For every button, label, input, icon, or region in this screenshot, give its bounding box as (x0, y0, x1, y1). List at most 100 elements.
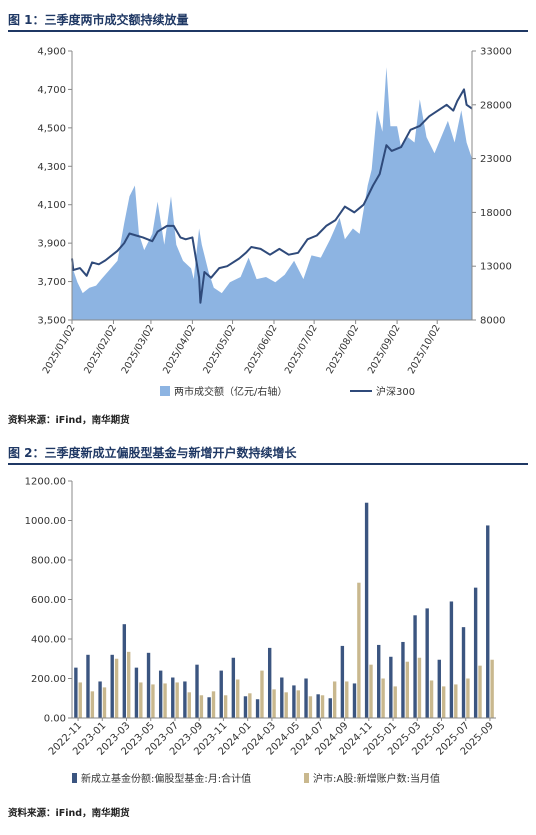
bar-new-fund-2024-11 (364, 502, 369, 718)
x-tick-label: 2025/08/02 (324, 323, 361, 376)
bar-new-fund-2023-11 (219, 670, 223, 718)
bar-new-account-2024-08 (332, 681, 337, 718)
bar-new-fund-2025-08 (473, 587, 478, 718)
bar-new-fund-2023-04 (134, 667, 139, 718)
bar-new-account-2024-02 (260, 670, 264, 718)
bar-new-account-2025-01 (393, 686, 397, 718)
y-right-tick-label: 13000 (480, 262, 512, 273)
bar-new-account-2024-11 (369, 664, 373, 718)
x-tick-label: 2025/04/02 (161, 323, 198, 376)
bar-new-fund-2023-06 (158, 670, 163, 718)
legend-area-swatch (160, 386, 170, 396)
bar-new-account-2022-12 (90, 691, 95, 718)
figure2-source: 资料来源：iFind，南华期货 (8, 808, 130, 819)
bar-new-fund-2023-01 (98, 681, 102, 718)
bar-new-account-2024-07 (320, 695, 325, 718)
x-tick-label: 2025/03/02 (120, 323, 157, 376)
legend-area-label: 两市成交额（亿元/右轴） (174, 385, 287, 398)
bar-new-account-2025-05 (441, 686, 446, 718)
legend-new-account-swatch (304, 773, 309, 783)
figure1-title-rule (8, 30, 528, 32)
bar-new-fund-2024-06 (304, 678, 308, 718)
bar-new-fund-2025-09 (486, 525, 490, 718)
y-tick-label: 1200.00 (25, 477, 66, 488)
y-tick-label: 400.00 (31, 635, 66, 646)
bar-new-fund-2024-10 (352, 683, 357, 718)
x-tick-label: 2025/07/02 (283, 323, 320, 376)
figure2-title: 图 2：三季度新成立偏股型基金与新增开户数持续增长 (8, 446, 297, 460)
bar-new-account-2025-06 (454, 684, 458, 718)
legend-new-account-label: 沪市:A股:新增账户数:当月值 (313, 772, 440, 785)
y-right-tick-label: 18000 (480, 208, 512, 219)
y-left-tick-label: 4,900 (37, 47, 66, 58)
y-right-tick-label: 33000 (480, 47, 512, 58)
chart2: 0.00 200.00 400.00 600.00 800.00 1000.00 1200.… (25, 477, 496, 786)
y-tick-label: 200.00 (31, 674, 66, 685)
bar-new-fund-2025-03 (413, 615, 417, 718)
bar-new-account-2024-10 (357, 582, 361, 718)
legend-line-label: 沪深300 (376, 385, 415, 398)
bar-new-account-2024-03 (272, 689, 276, 718)
bar-new-account-2023-01 (102, 687, 107, 718)
bar-new-fund-2023-08 (183, 681, 187, 718)
bar-new-account-2023-03 (127, 651, 131, 718)
hs300-line (71, 88, 473, 304)
bar-new-fund-2024-03 (267, 647, 272, 718)
bar-new-fund-2024-05 (292, 685, 296, 718)
bar-new-fund-2023-07 (171, 677, 175, 718)
y-left-tick-label: 3,700 (37, 277, 66, 288)
bar-new-account-2023-08 (187, 692, 191, 718)
y-left-tick-label: 3,900 (37, 239, 66, 250)
x-tick-label: 2025/06/02 (243, 323, 280, 376)
y-left-tick-label: 3,500 (37, 316, 66, 327)
bar-new-fund-2023-02 (110, 654, 114, 718)
bar-new-fund-2023-09 (195, 664, 199, 718)
bar-new-fund-2025-06 (449, 601, 454, 718)
bar-new-fund-2024-04 (280, 677, 284, 718)
bar-new-account-2023-10 (211, 691, 216, 718)
bar-new-fund-2024-09 (340, 645, 345, 718)
bar-new-account-2023-02 (114, 658, 119, 718)
bar-new-account-2025-08 (478, 665, 482, 718)
bar-new-account-2025-02 (405, 661, 410, 718)
bar-new-fund-2022-12 (86, 654, 90, 718)
y-tick-label: 800.00 (31, 556, 66, 567)
x-tick-label: 2025/05/02 (201, 323, 238, 376)
bar-new-account-2023-04 (139, 682, 143, 718)
bar-new-account-2024-06 (308, 696, 313, 718)
figure1-title: 图 1：三季度两市成交额持续放量 (8, 13, 189, 27)
bar-new-fund-2025-02 (401, 641, 405, 718)
bar-new-account-2023-11 (223, 695, 228, 718)
bar-new-account-2023-06 (163, 683, 167, 718)
bar-new-account-2023-09 (199, 695, 204, 718)
chart1: 3,500 3,700 3,900 4,100 4,300 4,500 4,700 4,900… (37, 47, 512, 399)
bar-new-fund-2025-05 (437, 659, 441, 718)
figure2-title-rule (8, 463, 528, 465)
bar-new-fund-2023-03 (122, 624, 127, 718)
figure1-source: 资料来源：iFind，南华期货 (8, 415, 130, 426)
bar-new-account-2025-07 (466, 678, 470, 718)
y-left-tick-label: 4,100 (37, 200, 66, 211)
bar-new-fund-2023-10 (207, 697, 211, 718)
y-right-tick-label: 28000 (480, 100, 512, 111)
x-tick-label: 2025/02/02 (82, 323, 119, 376)
y-tick-label: 1000.00 (25, 516, 66, 527)
bar-new-account-2023-05 (151, 684, 155, 718)
bar-new-fund-2022-11 (74, 667, 78, 718)
bar-new-fund-2025-07 (461, 627, 466, 718)
bar-new-account-2024-04 (284, 692, 288, 718)
x-tick-label: 2025/10/02 (406, 323, 443, 376)
bar-new-account-2024-12 (381, 678, 385, 718)
bar-new-account-2025-09 (490, 659, 494, 718)
bar-new-account-2024-01 (248, 693, 252, 718)
bar-new-account-2025-04 (429, 680, 434, 718)
legend-new-fund-label: 新成立基金份额:偏股型基金:月:合计值 (81, 772, 251, 785)
legend-new-fund-swatch (72, 773, 77, 783)
bar-new-account-2024-05 (296, 690, 300, 718)
y-left-tick-label: 4,300 (37, 162, 66, 173)
x-tick-label: 2025/09/02 (366, 323, 403, 376)
bar-new-fund-2023-05 (146, 652, 151, 718)
bar-new-fund-2024-01 (243, 696, 248, 718)
y-tick-label: 600.00 (31, 595, 66, 606)
y-tick-label: 0.00 (44, 714, 66, 725)
